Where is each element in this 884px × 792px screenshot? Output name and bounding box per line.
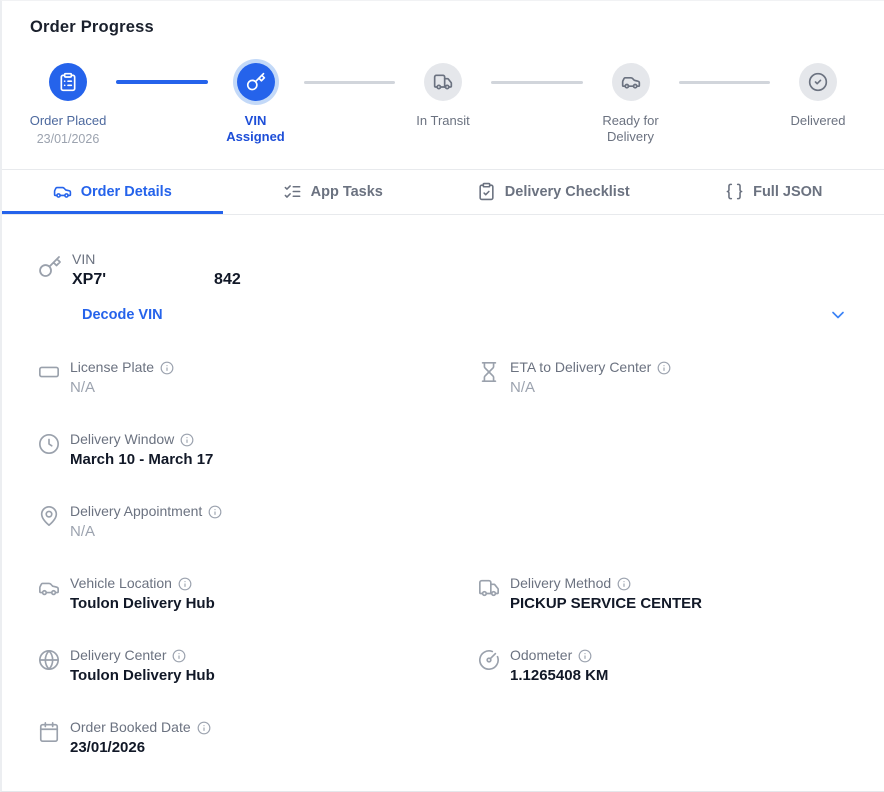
info-icon[interactable] bbox=[578, 649, 592, 663]
field-value: 1.1265408 KM bbox=[510, 667, 609, 684]
info-icon[interactable] bbox=[178, 577, 192, 591]
field-label: Delivery Appointment bbox=[70, 503, 203, 519]
details-grid: License Plate N/A ETA to Delivery Center… bbox=[38, 359, 848, 765]
calendar-icon bbox=[38, 721, 60, 765]
field-label: Delivery Window bbox=[70, 431, 175, 447]
key-icon bbox=[38, 255, 62, 289]
tab-delivery-checklist[interactable]: Delivery Checklist bbox=[443, 170, 664, 214]
stepper-connector bbox=[303, 81, 395, 84]
van-icon bbox=[611, 63, 650, 101]
field-label: Odometer bbox=[510, 647, 573, 663]
field-eta-to-delivery-center: ETA to Delivery Center N/A bbox=[478, 359, 848, 405]
step-order-placed: Order Placed 23/01/2026 bbox=[30, 63, 106, 146]
info-icon[interactable] bbox=[208, 505, 222, 519]
field-delivery-appointment: Delivery Appointment N/A bbox=[38, 503, 478, 549]
clipboard-check-icon bbox=[477, 182, 496, 201]
step-vin-assigned: VIN Assigned bbox=[218, 63, 294, 145]
key-icon bbox=[236, 63, 275, 101]
order-details-panel: VIN XP7' 842 Decode VIN License Plate N/A bbox=[2, 215, 884, 765]
field-order-booked-date: Order Booked Date 23/01/2026 bbox=[38, 719, 478, 765]
vin-value-suffix: 842 bbox=[214, 271, 241, 288]
clipboard-list-icon bbox=[49, 63, 87, 101]
field-vehicle-location: Vehicle Location Toulon Delivery Hub bbox=[38, 575, 478, 621]
order-progress-stepper: Order Placed 23/01/2026 VIN Assigned In … bbox=[2, 63, 884, 146]
field-label: Order Booked Date bbox=[70, 719, 191, 735]
field-delivery-window: Delivery Window March 10 - March 17 bbox=[38, 431, 478, 477]
step-label: Order Placed bbox=[29, 113, 107, 128]
step-label: Ready for Delivery bbox=[602, 113, 659, 144]
tab-label: Order Details bbox=[80, 183, 172, 200]
field-value: March 10 - March 17 bbox=[70, 451, 214, 468]
map-pin-icon bbox=[38, 505, 60, 549]
page-title: Order Progress bbox=[30, 18, 154, 36]
tab-order-details[interactable]: Order Details bbox=[2, 170, 223, 214]
vin-value-prefix: XP7' bbox=[72, 271, 107, 288]
stepper-connector bbox=[678, 81, 770, 84]
field-delivery-center: Delivery Center Toulon Delivery Hub bbox=[38, 647, 478, 693]
vin-label: VIN bbox=[72, 251, 96, 267]
truck-icon bbox=[424, 63, 462, 101]
step-in-transit: In Transit bbox=[405, 63, 481, 129]
tab-full-json[interactable]: Full JSON bbox=[664, 170, 884, 214]
stepper-connector bbox=[491, 81, 583, 84]
license-plate-icon bbox=[38, 361, 60, 405]
step-label: VIN Assigned bbox=[226, 113, 285, 144]
step-delivered: Delivered bbox=[780, 63, 856, 129]
field-value: N/A bbox=[70, 379, 96, 396]
step-ready-for-delivery: Ready for Delivery bbox=[593, 63, 669, 145]
info-icon[interactable] bbox=[160, 361, 174, 375]
decode-vin-row: Decode VIN bbox=[38, 305, 848, 325]
clock-icon bbox=[38, 433, 60, 477]
field-value: N/A bbox=[70, 523, 96, 540]
list-checks-icon bbox=[283, 182, 302, 201]
header: Order Progress bbox=[2, 1, 884, 37]
braces-icon bbox=[725, 182, 744, 201]
field-license-plate: License Plate N/A bbox=[38, 359, 478, 405]
tab-app-tasks[interactable]: App Tasks bbox=[223, 170, 444, 214]
decode-vin-link[interactable]: Decode VIN bbox=[82, 307, 163, 323]
gauge-icon bbox=[478, 649, 500, 693]
info-icon[interactable] bbox=[180, 433, 194, 447]
tab-label: App Tasks bbox=[310, 183, 383, 200]
field-value: PICKUP SERVICE CENTER bbox=[510, 595, 702, 612]
info-icon[interactable] bbox=[617, 577, 631, 591]
field-value: Toulon Delivery Hub bbox=[70, 667, 215, 684]
field-label: Delivery Method bbox=[510, 575, 612, 591]
tab-label: Full JSON bbox=[753, 183, 823, 200]
step-label: Delivered bbox=[790, 113, 846, 128]
field-label: License Plate bbox=[70, 359, 155, 375]
check-circle-icon bbox=[799, 63, 837, 101]
step-date: 23/01/2026 bbox=[36, 132, 100, 146]
tab-label: Delivery Checklist bbox=[504, 183, 630, 200]
field-value: 23/01/2026 bbox=[70, 739, 146, 756]
vin-field: VIN XP7' 842 bbox=[38, 251, 848, 289]
field-label: ETA to Delivery Center bbox=[510, 359, 652, 375]
truck-icon bbox=[478, 577, 500, 621]
field-value: N/A bbox=[510, 379, 536, 396]
field-odometer: Odometer 1.1265408 KM bbox=[478, 647, 848, 693]
van-icon bbox=[53, 182, 72, 201]
info-icon[interactable] bbox=[172, 649, 186, 663]
stepper-connector bbox=[116, 80, 208, 84]
step-label: In Transit bbox=[416, 113, 470, 128]
van-icon bbox=[38, 577, 60, 621]
hourglass-icon bbox=[478, 361, 500, 405]
field-delivery-method: Delivery Method PICKUP SERVICE CENTER bbox=[478, 575, 848, 621]
chevron-down-icon[interactable] bbox=[828, 305, 848, 325]
info-icon[interactable] bbox=[657, 361, 671, 375]
field-value: Toulon Delivery Hub bbox=[70, 595, 215, 612]
field-label: Delivery Center bbox=[70, 647, 167, 663]
info-icon[interactable] bbox=[197, 721, 211, 735]
globe-icon bbox=[38, 649, 60, 693]
vin-value: XP7' 842 bbox=[72, 271, 241, 289]
field-label: Vehicle Location bbox=[70, 575, 172, 591]
detail-tabs: Order Details App Tasks Delivery Checkli… bbox=[2, 169, 884, 215]
